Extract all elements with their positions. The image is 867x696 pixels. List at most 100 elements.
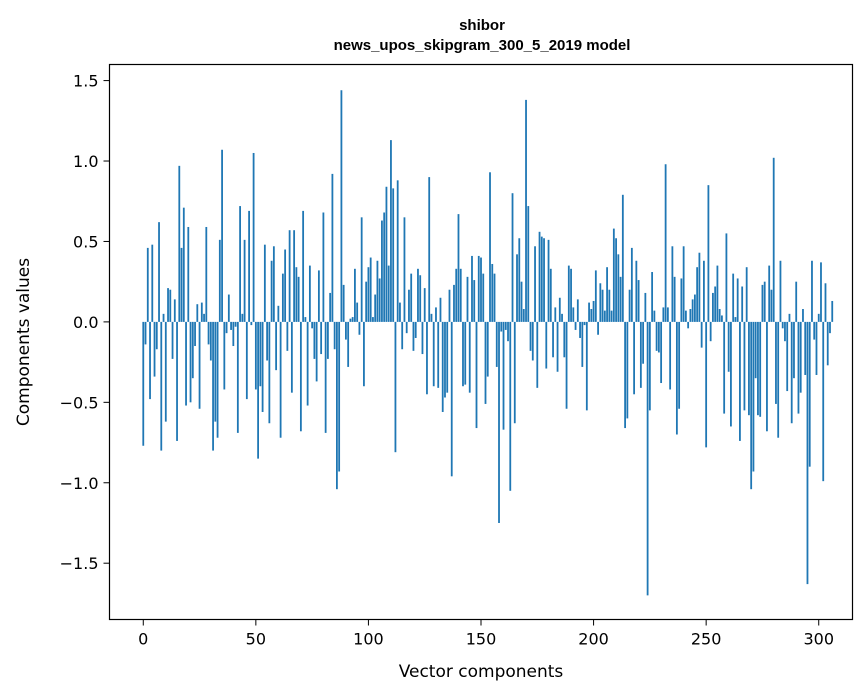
- bar-component-236: [673, 276, 676, 322]
- bar-component-168: [520, 281, 523, 322]
- bar-component-287: [788, 313, 791, 322]
- bar-component-153: [486, 321, 489, 377]
- bar-component-78: [317, 270, 320, 322]
- bar-component-300: [817, 313, 820, 322]
- bar-component-113: [396, 180, 399, 322]
- bar-component-182: [552, 321, 554, 358]
- bar-component-209: [612, 228, 615, 322]
- bar-component-224: [646, 321, 649, 596]
- bar-component-303: [824, 283, 827, 322]
- bar-component-176: [538, 231, 541, 322]
- bar-component-68: [295, 267, 298, 322]
- bar-component-54: [263, 244, 266, 322]
- bar-component-121: [414, 321, 417, 338]
- bar-component-32: [214, 321, 217, 422]
- bar-component-263: [734, 317, 737, 322]
- bar-component-188: [565, 321, 568, 409]
- bar-component-277: [766, 321, 768, 432]
- bar-component-110: [390, 140, 392, 322]
- bar-component-94: [354, 268, 356, 322]
- bar-component-135: [446, 321, 449, 393]
- bar-component-7: [158, 222, 160, 322]
- bar-component-9: [162, 313, 165, 322]
- bar-component-233: [666, 307, 669, 322]
- bar-component-194: [579, 321, 581, 338]
- bar-component-18: [182, 207, 185, 322]
- bar-component-72: [304, 317, 307, 322]
- bar-component-241: [684, 310, 687, 322]
- bar-component-108: [385, 186, 388, 322]
- bar-component-169: [522, 309, 525, 322]
- bar-component-1: [144, 321, 147, 345]
- bar-component-216: [628, 289, 631, 322]
- bar-component-126: [426, 321, 428, 395]
- bar-component-80: [322, 212, 325, 322]
- bar-component-39: [230, 321, 232, 330]
- bar-component-167: [518, 238, 521, 322]
- bar-component-45: [243, 239, 246, 322]
- bar-component-12: [169, 289, 172, 322]
- bar-component-88: [340, 90, 343, 322]
- bar-component-160: [502, 321, 505, 430]
- bar-component-19: [185, 321, 187, 406]
- bar-component-296: [808, 321, 811, 467]
- bar-component-156: [493, 273, 496, 322]
- bar-component-120: [412, 321, 415, 351]
- bar-component-192: [574, 321, 577, 330]
- bar-component-62: [281, 273, 284, 322]
- bar-component-256: [718, 309, 721, 322]
- bar-component-232: [664, 164, 667, 322]
- bar-component-151: [482, 273, 485, 322]
- bar-component-130: [435, 307, 437, 322]
- bar-component-207: [608, 289, 611, 322]
- bar-component-215: [626, 321, 629, 419]
- bar-component-111: [392, 188, 395, 322]
- bar-component-297: [811, 260, 813, 322]
- bar-component-254: [714, 286, 717, 322]
- bar-component-106: [381, 220, 383, 322]
- bar-component-8: [160, 321, 163, 451]
- bar-component-154: [489, 172, 491, 322]
- bar-component-264: [736, 278, 739, 322]
- bar-component-178: [543, 238, 545, 322]
- bar-component-103: [374, 294, 377, 322]
- bar-component-200: [592, 300, 595, 322]
- bar-component-257: [721, 315, 723, 322]
- bar-component-206: [606, 267, 608, 322]
- bar-component-253: [712, 292, 714, 322]
- bar-component-70: [299, 321, 302, 432]
- bar-component-84: [331, 173, 334, 322]
- bar-component-117: [405, 321, 408, 334]
- bar-component-81: [324, 321, 327, 433]
- bar-component-79: [320, 321, 323, 355]
- x-tick-label: 200: [578, 630, 609, 649]
- bar-component-191: [572, 307, 575, 322]
- bar-component-46: [245, 321, 248, 400]
- bars-group: [142, 90, 834, 596]
- bar-component-150: [480, 257, 482, 322]
- bar-component-64: [286, 321, 289, 351]
- bar-component-291: [797, 321, 800, 414]
- bar-component-60: [277, 305, 280, 322]
- bar-component-10: [164, 321, 167, 422]
- bar-component-85: [333, 321, 336, 350]
- bar-component-29: [207, 321, 210, 345]
- bar-component-37: [225, 321, 228, 334]
- bar-component-6: [155, 321, 158, 350]
- bar-component-163: [509, 321, 512, 491]
- bar-component-125: [423, 288, 426, 322]
- bar-component-251: [707, 185, 710, 322]
- bar-component-197: [585, 321, 588, 411]
- bar-component-13: [171, 321, 174, 359]
- bar-component-240: [682, 246, 685, 322]
- bar-component-83: [329, 292, 332, 322]
- bar-component-283: [779, 260, 782, 322]
- bar-component-187: [563, 321, 566, 358]
- bar-component-162: [507, 321, 509, 342]
- bar-component-65: [288, 230, 291, 322]
- y-tick-label: −1.5: [60, 554, 99, 573]
- bar-component-74: [308, 265, 311, 322]
- bar-component-11: [167, 288, 169, 322]
- bar-component-301: [820, 262, 822, 322]
- bar-component-25: [198, 321, 201, 409]
